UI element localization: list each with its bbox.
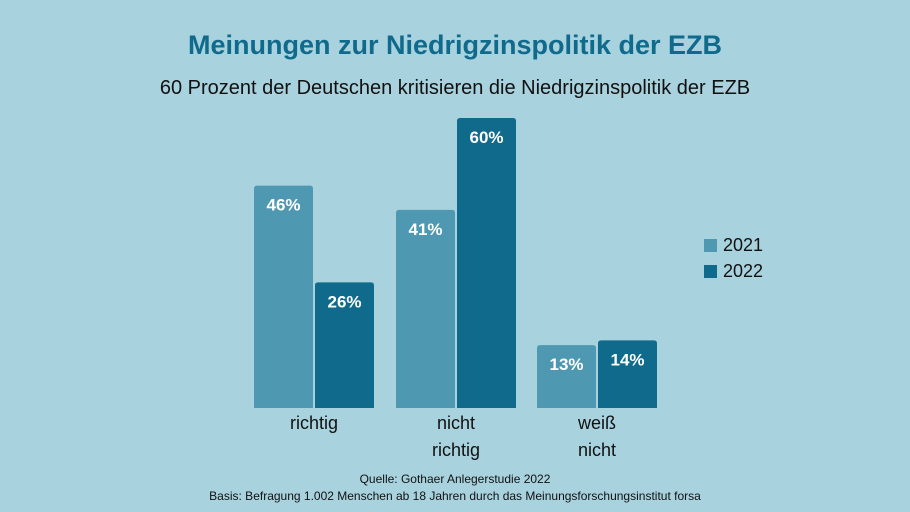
basis-note: Basis: Befragung 1.002 Menschen ab 18 Ja… — [209, 489, 701, 503]
category-label-2-0: weiß — [577, 413, 616, 433]
data-label-2021-2: 13% — [549, 355, 583, 374]
data-label-2022-1: 60% — [469, 128, 503, 147]
data-label-2022-0: 26% — [327, 292, 361, 311]
category-label-2-1: nicht — [578, 440, 616, 460]
legend: 2021 2022 — [704, 232, 763, 284]
bar-2021-1 — [396, 209, 455, 408]
bar-2022-0 — [315, 282, 374, 408]
legend-item-2022: 2022 — [704, 258, 763, 284]
legend-label-2021: 2021 — [723, 234, 764, 255]
data-label-2021-0: 46% — [266, 196, 300, 215]
legend-label-2022: 2022 — [723, 260, 764, 281]
category-label-1-1: richtig — [432, 440, 480, 460]
chart-title: Meinungen zur Niedrigzinspolitik der EZB — [187, 30, 723, 60]
bar-2021-0 — [254, 185, 313, 408]
bar-2022-2 — [598, 340, 657, 408]
legend-swatch-2022 — [704, 264, 717, 278]
data-label-2021-1: 41% — [408, 220, 442, 239]
bar-2021-2 — [537, 345, 596, 408]
legend-item-2021: 2021 — [704, 232, 763, 258]
chart-subtitle: 60 Prozent der Deutschen kritisieren die… — [159, 77, 751, 99]
category-label-0-0: richtig — [290, 413, 338, 433]
bar-2022-1 — [457, 118, 516, 408]
data-label-2022-2: 14% — [610, 350, 644, 369]
category-label-1-0: nicht — [437, 413, 475, 433]
source-note: Quelle: Gothaer Anlegerstudie 2022 — [359, 472, 551, 486]
legend-swatch-2021 — [704, 238, 717, 252]
